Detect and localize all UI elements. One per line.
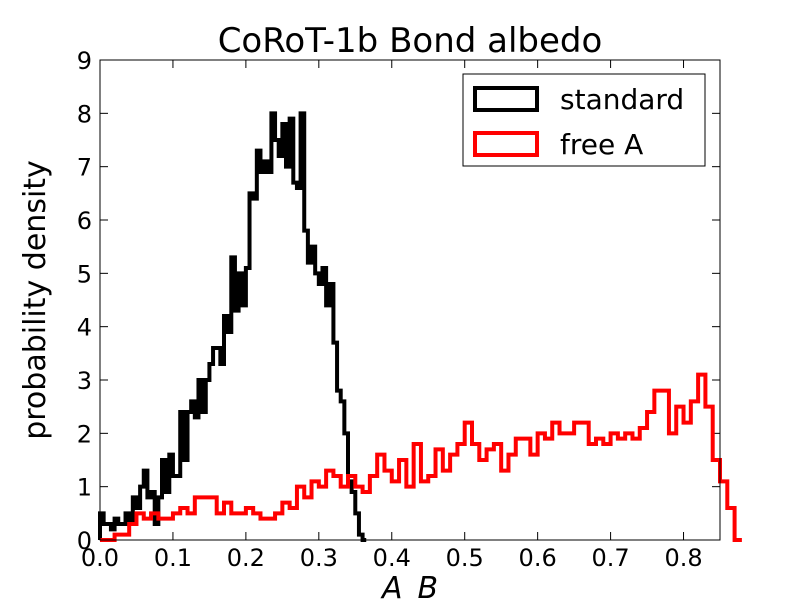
x-tick-label: 0.4 — [373, 544, 411, 572]
x-tick-label: 0.7 — [592, 544, 630, 572]
x-tick-label: 0.0 — [81, 544, 119, 572]
legend-label-standard: standard — [560, 83, 684, 116]
x-tick-label: 0.2 — [227, 544, 265, 572]
legend-swatch-free-a — [473, 131, 539, 157]
x-tick-label: 0.8 — [664, 544, 702, 572]
y-ticks: 0 1 2 3 4 5 6 7 8 9 — [77, 47, 720, 555]
y-tick-label: 8 — [77, 100, 92, 128]
legend: standard free A — [462, 73, 706, 167]
x-tick-label: 0.1 — [154, 544, 192, 572]
series-line-free-a — [100, 372, 742, 542]
x-axis-label: A_B — [380, 571, 438, 600]
y-tick-label: 9 — [77, 47, 92, 75]
y-tick-label: 3 — [77, 367, 92, 395]
x-tick-label: 0.6 — [519, 544, 557, 572]
series-group — [98, 111, 742, 542]
y-tick-label: 4 — [77, 314, 92, 342]
legend-swatch-standard — [473, 86, 539, 112]
chart-title: CoRoT-1b Bond albedo — [218, 21, 603, 61]
y-tick-label: 1 — [77, 474, 92, 502]
x-ticks: 0.0 0.1 0.2 0.3 0.4 0.5 0.6 0.7 0.8 — [81, 60, 703, 572]
x-tick-label: 0.5 — [446, 544, 484, 572]
x-tick-label: 0.3 — [300, 544, 338, 572]
y-axis-label: probability density — [18, 160, 53, 440]
y-tick-label: 2 — [77, 420, 92, 448]
legend-label-free-a: free A — [560, 128, 643, 161]
y-tick-label: 0 — [77, 527, 92, 555]
plot-frame — [99, 59, 721, 541]
series-line-standard — [98, 111, 367, 542]
y-tick-label: 5 — [77, 260, 92, 288]
y-tick-label: 7 — [77, 154, 92, 182]
y-tick-label: 6 — [77, 207, 92, 235]
